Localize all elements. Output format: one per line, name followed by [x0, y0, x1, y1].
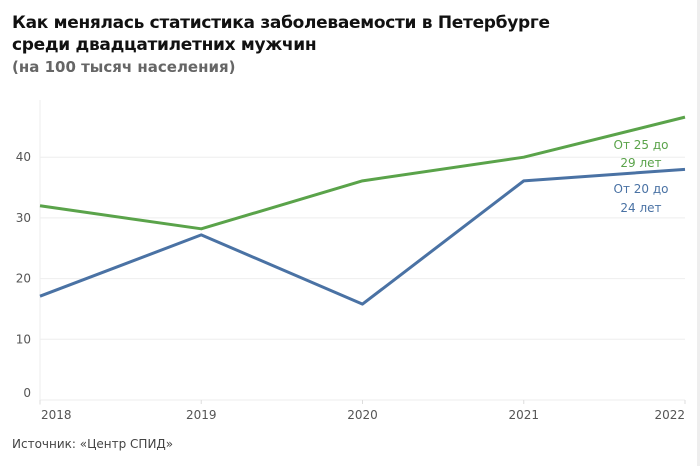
chart-title: Как менялась статистика заболеваемости в… — [12, 13, 550, 55]
x-tick-label: 2018 — [41, 408, 72, 422]
y-tick-label: 0 — [23, 386, 31, 400]
series-label: От 20 до — [614, 182, 669, 196]
series-label: 24 лет — [620, 201, 661, 215]
source-note: Источник: «Центр СПИД» — [12, 437, 174, 451]
series-label: 29 лет — [620, 156, 661, 170]
y-tick-label: 10 — [16, 332, 31, 346]
chart-subtitle: (на 100 тысяч населения) — [12, 58, 236, 76]
x-tick-label: 2022 — [654, 408, 685, 422]
right-border — [697, 0, 700, 466]
x-tick-label: 2020 — [347, 408, 378, 422]
y-tick-label: 20 — [16, 272, 31, 286]
series-label: От 25 до — [614, 138, 669, 152]
y-tick-label: 40 — [16, 150, 31, 164]
series-line-0 — [39, 115, 686, 231]
series-line-1 — [39, 167, 686, 306]
y-tick-label: 30 — [16, 211, 31, 225]
x-tick-label: 2021 — [508, 408, 539, 422]
x-tick-label: 2019 — [186, 408, 217, 422]
